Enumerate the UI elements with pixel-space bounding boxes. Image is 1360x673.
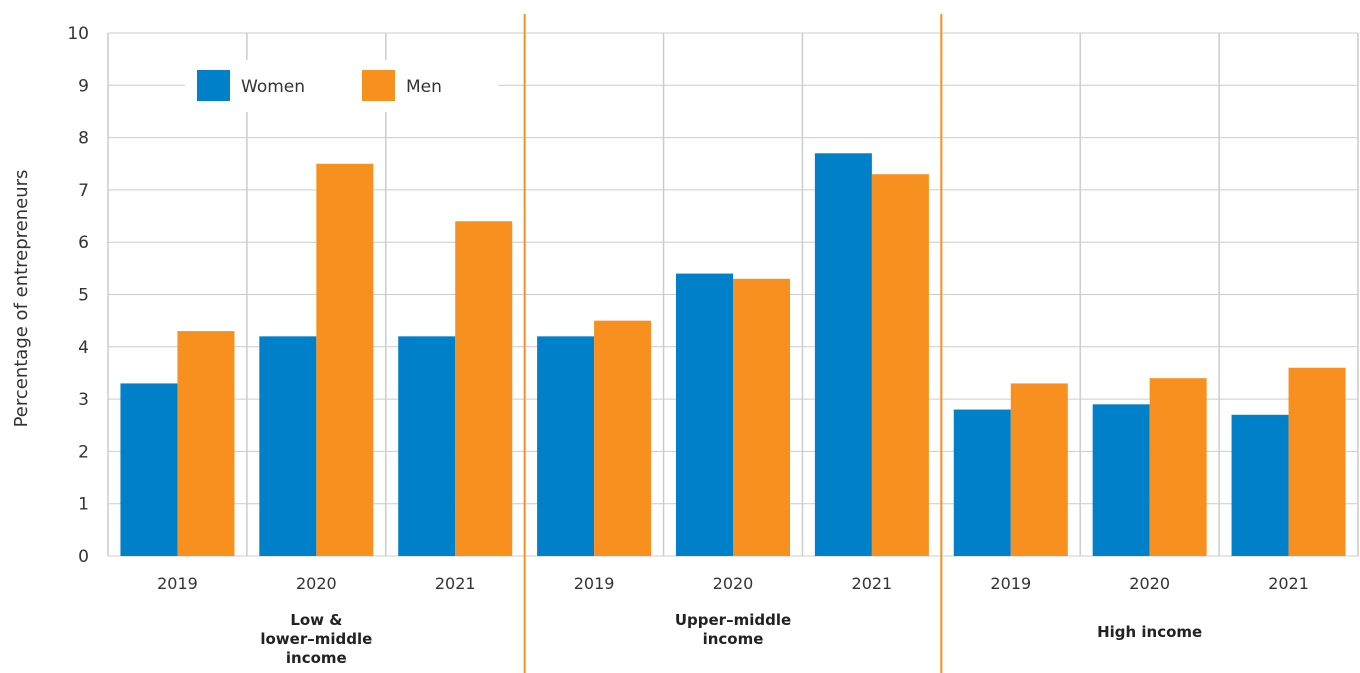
x-tick-label: 2021 xyxy=(852,574,893,593)
bar-men xyxy=(177,331,234,556)
group-label: Low & xyxy=(290,611,342,629)
bar-women xyxy=(259,336,316,556)
bar-men xyxy=(872,174,929,556)
legend-label-men: Men xyxy=(406,77,442,97)
bar-women xyxy=(398,336,455,556)
y-axis-ticks: 0 1 2 3 4 5 6 7 8 9 10 xyxy=(67,24,89,567)
y-tick-label: 5 xyxy=(78,286,89,306)
bar-women xyxy=(120,383,177,556)
bar-men xyxy=(1150,378,1207,556)
legend-swatch-women xyxy=(197,70,230,101)
group-label: lower–middle xyxy=(260,630,372,648)
x-tick-label: 2020 xyxy=(1129,574,1170,593)
x-tick-label: 2021 xyxy=(1268,574,1309,593)
y-tick-label: 6 xyxy=(78,233,89,253)
x-tick-label: 2019 xyxy=(157,574,198,593)
x-tick-label: 2021 xyxy=(435,574,476,593)
y-tick-label: 0 xyxy=(78,547,89,567)
group-label: income xyxy=(703,630,764,648)
group-label: High income xyxy=(1097,623,1202,641)
bar-women xyxy=(954,410,1011,556)
y-tick-label: 8 xyxy=(78,129,89,149)
y-tick-label: 9 xyxy=(78,76,89,96)
y-tick-label: 1 xyxy=(78,495,89,515)
legend-swatch-men xyxy=(362,70,395,101)
bar-men xyxy=(1011,383,1068,556)
group-label: income xyxy=(286,649,347,667)
y-tick-label: 7 xyxy=(78,181,89,201)
bar-men xyxy=(455,221,512,556)
group-labels: Low &lower–middleincomeUpper–middleincom… xyxy=(260,611,1202,667)
bar-women xyxy=(1232,415,1289,556)
bar-women xyxy=(537,336,594,556)
legend-background xyxy=(185,60,498,112)
x-tick-label: 2020 xyxy=(713,574,754,593)
x-tick-label: 2019 xyxy=(574,574,615,593)
y-tick-label: 3 xyxy=(78,390,89,410)
bar-men xyxy=(733,279,790,556)
bars xyxy=(120,153,1345,556)
y-tick-label: 10 xyxy=(67,24,89,44)
legend-label-women: Women xyxy=(241,77,305,97)
y-tick-label: 2 xyxy=(78,442,89,462)
bar-women xyxy=(676,274,733,556)
bar-men xyxy=(316,164,373,556)
legend: Women Men xyxy=(185,60,498,112)
x-tick-label: 2019 xyxy=(990,574,1031,593)
bar-women xyxy=(1093,404,1150,556)
bar-women xyxy=(815,153,872,556)
x-axis-ticks: 2019 2020 2021 2019 2020 2021 2019 2020 2021 xyxy=(157,574,1309,593)
bar-men xyxy=(594,321,651,556)
bar-men xyxy=(1289,368,1346,556)
x-tick-label: 2020 xyxy=(296,574,337,593)
y-axis-title: Percentage of entrepreneurs xyxy=(11,170,32,428)
y-tick-label: 4 xyxy=(78,338,89,358)
group-label: Upper–middle xyxy=(675,611,791,629)
